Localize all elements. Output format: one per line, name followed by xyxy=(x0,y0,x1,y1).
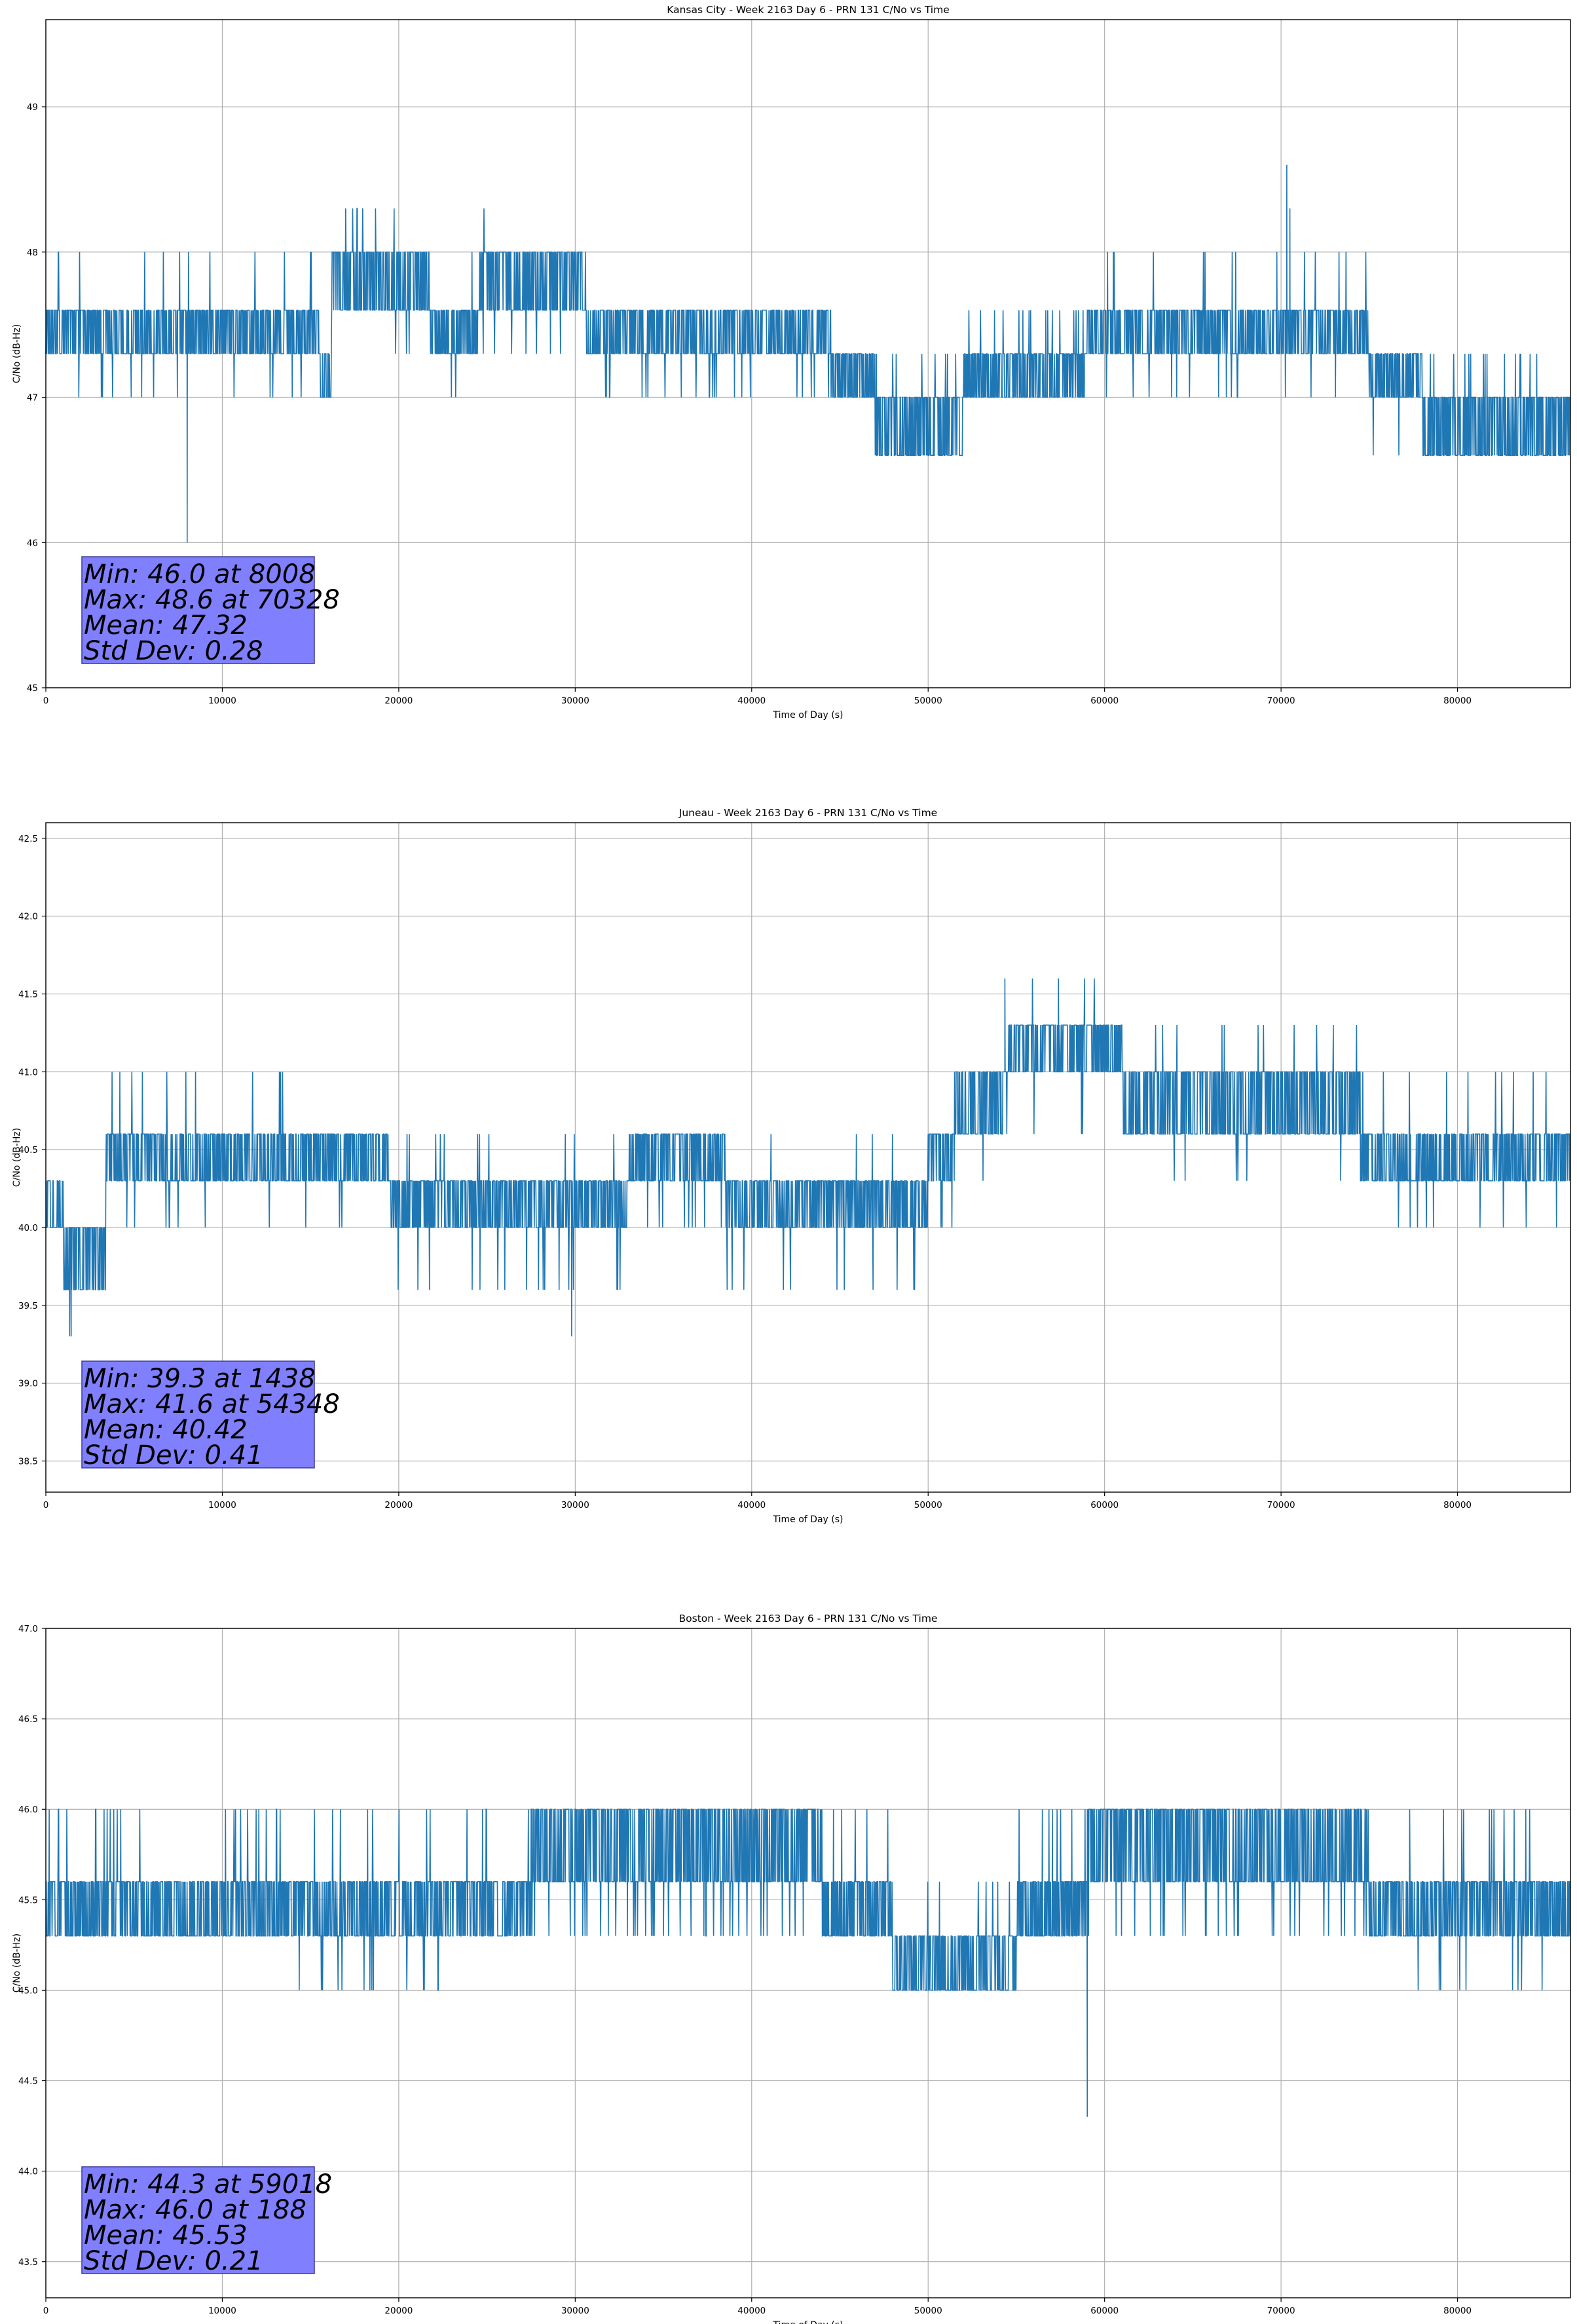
x-tick-label: 70000 xyxy=(1267,1500,1295,1510)
y-tick-label: 41.5 xyxy=(18,989,38,1000)
y-tick-label: 49 xyxy=(27,102,38,113)
y-tick-label: 42.5 xyxy=(18,834,38,844)
y-tick-label: 40.0 xyxy=(18,1223,38,1233)
chart-title: Kansas City - Week 2163 Day 6 - PRN 131 … xyxy=(667,4,950,16)
x-tick-label: 10000 xyxy=(208,696,236,706)
y-tick-label: 46.5 xyxy=(18,1714,38,1725)
chart-panel-3: Boston - Week 2163 Day 6 - PRN 131 C/No … xyxy=(12,1613,1571,2324)
y-tick-label: 38.5 xyxy=(18,1456,38,1467)
x-tick-label: 30000 xyxy=(561,696,589,706)
x-tick-label: 80000 xyxy=(1443,2306,1472,2316)
x-tick-label: 60000 xyxy=(1090,2306,1119,2316)
plot-frame xyxy=(45,822,1571,1493)
chart-panel-1: Kansas City - Week 2163 Day 6 - PRN 131 … xyxy=(12,4,1571,721)
stats-box xyxy=(81,556,315,664)
y-tick-label: 47 xyxy=(27,393,38,403)
y-axis-label: C/No (dB-Hz) xyxy=(12,1934,22,1993)
x-tick-label: 30000 xyxy=(561,1500,589,1510)
chart-title: Boston - Week 2163 Day 6 - PRN 131 C/No … xyxy=(679,1613,938,1624)
y-tick-label: 46.0 xyxy=(18,1805,38,1815)
stats-line: Std Dev: 0.41 xyxy=(84,1440,263,1471)
x-axis-label: Time of Day (s) xyxy=(773,710,844,721)
stats-box xyxy=(81,1360,315,1469)
chart-title: Juneau - Week 2163 Day 6 - PRN 131 C/No … xyxy=(678,807,937,819)
stats-line: Max: 41.6 at 54348 xyxy=(84,1389,340,1419)
y-tick-label: 39.0 xyxy=(18,1379,38,1389)
x-tick-label: 50000 xyxy=(914,2306,942,2316)
x-tick-label: 40000 xyxy=(737,2306,766,2316)
stats-line: Mean: 45.53 xyxy=(84,2221,248,2251)
stats-line: Min: 44.3 at 59018 xyxy=(84,2169,332,2200)
y-axis-label: C/No (dB-Hz) xyxy=(12,324,22,383)
x-tick-label: 60000 xyxy=(1090,696,1119,706)
y-tick-label: 43.5 xyxy=(18,2257,38,2268)
x-tick-label: 60000 xyxy=(1090,1500,1119,1510)
plot-frame xyxy=(45,1628,1571,2298)
x-tick-label: 80000 xyxy=(1443,1500,1472,1510)
chart-panel-2: Juneau - Week 2163 Day 6 - PRN 131 C/No … xyxy=(12,807,1571,1525)
y-tick-label: 45 xyxy=(27,683,38,694)
stats-line: Max: 48.6 at 70328 xyxy=(84,585,340,615)
x-tick-label: 0 xyxy=(43,2306,49,2316)
y-tick-label: 44.0 xyxy=(18,2167,38,2177)
stats-line: Max: 46.0 at 188 xyxy=(84,2195,306,2225)
y-tick-label: 46 xyxy=(27,538,38,548)
x-tick-label: 20000 xyxy=(384,2306,413,2316)
stats-line: Min: 46.0 at 8008 xyxy=(84,559,316,590)
series-line xyxy=(45,164,1570,543)
x-tick-label: 50000 xyxy=(914,1500,942,1510)
x-tick-label: 40000 xyxy=(737,1500,766,1510)
x-tick-label: 80000 xyxy=(1443,696,1472,706)
y-tick-label: 45.0 xyxy=(18,1985,38,1996)
y-tick-label: 42.0 xyxy=(18,912,38,922)
x-tick-label: 10000 xyxy=(208,2306,236,2316)
y-axis-label: C/No (dB-Hz) xyxy=(12,1128,22,1187)
x-tick-label: 0 xyxy=(43,696,49,706)
y-tick-label: 47.0 xyxy=(18,1624,38,1634)
x-tick-label: 70000 xyxy=(1267,2306,1295,2316)
y-tick-label: 39.5 xyxy=(18,1301,38,1311)
x-axis-label: Time of Day (s) xyxy=(773,1514,844,1525)
x-tick-label: 30000 xyxy=(561,2306,589,2316)
x-tick-label: 70000 xyxy=(1267,696,1295,706)
series-line xyxy=(45,1809,1571,2117)
series-line xyxy=(46,978,1571,1337)
x-tick-label: 20000 xyxy=(384,1500,413,1510)
x-tick-label: 10000 xyxy=(208,1500,236,1510)
y-tick-label: 40.5 xyxy=(18,1145,38,1155)
x-tick-label: 40000 xyxy=(737,696,766,706)
y-tick-label: 44.5 xyxy=(18,2076,38,2087)
y-tick-label: 45.5 xyxy=(18,1895,38,1905)
x-tick-label: 50000 xyxy=(914,696,942,706)
x-tick-label: 0 xyxy=(43,1500,49,1510)
stats-line: Mean: 40.42 xyxy=(84,1415,248,1445)
stats-line: Min: 39.3 at 1438 xyxy=(84,1364,316,1394)
y-tick-label: 48 xyxy=(27,248,38,258)
stats-box xyxy=(81,2166,315,2274)
stats-line: Mean: 47.32 xyxy=(84,610,248,641)
stats-line: Std Dev: 0.21 xyxy=(84,2246,263,2276)
x-tick-label: 20000 xyxy=(384,696,413,706)
stats-line: Std Dev: 0.28 xyxy=(84,636,263,666)
plot-frame xyxy=(45,19,1571,688)
x-axis-label: Time of Day (s) xyxy=(773,2320,844,2324)
y-tick-label: 41.0 xyxy=(18,1067,38,1078)
